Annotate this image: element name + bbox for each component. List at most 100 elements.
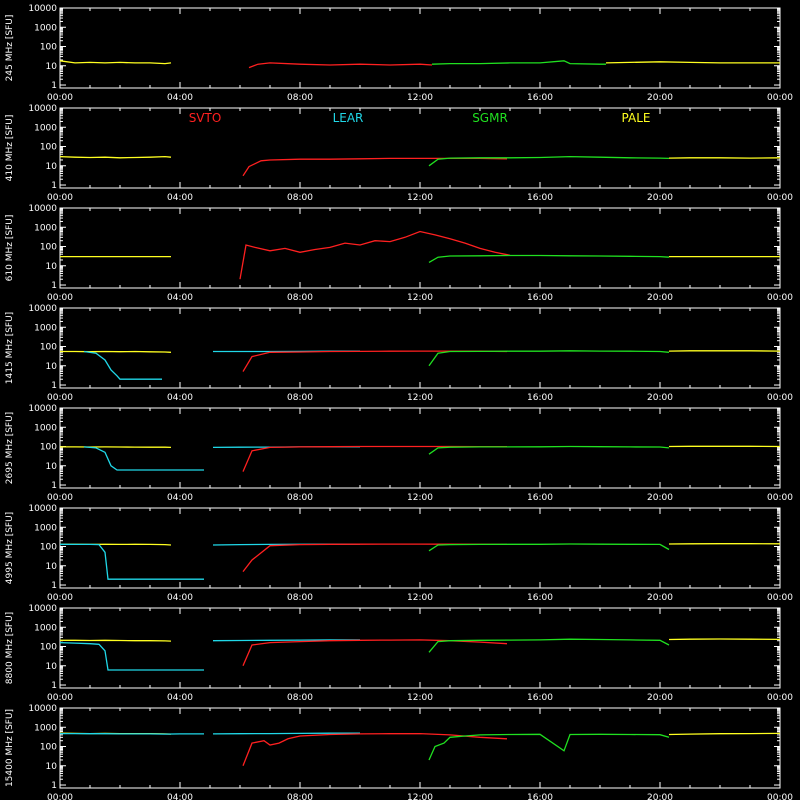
x-tick-label: 20:00 (647, 693, 673, 703)
series-line-pale (60, 446, 172, 449)
y-tick-label: 10 (46, 262, 58, 272)
y-axis-label: 610 MHz [SFU] (5, 215, 15, 282)
y-tick-label: 1 (51, 181, 57, 191)
x-tick-label: 20:00 (647, 93, 673, 103)
y-axis-label: 8800 MHz [SFU] (5, 612, 15, 684)
legend-entry-lear: LEAR (333, 111, 364, 125)
x-tick-label: 08:00 (287, 693, 313, 703)
x-tick-label: 16:00 (527, 593, 553, 603)
y-tick-label: 10 (46, 562, 58, 572)
y-axis-label: 15400 MHz [SFU] (5, 709, 15, 787)
x-tick-label: 12:00 (407, 193, 433, 203)
legend-entry-svto: SVTO (189, 111, 222, 125)
series-line-sgmr (428, 155, 670, 167)
x-tick-label: 20:00 (647, 493, 673, 503)
x-tick-label: 04:00 (167, 193, 193, 203)
series-line-sgmr (428, 254, 670, 263)
y-tick-label: 1 (51, 681, 57, 691)
x-tick-label: 20:00 (647, 593, 673, 603)
legend-entry-pale: PALE (622, 111, 651, 125)
y-tick-label: 1000 (34, 323, 57, 333)
x-tick-label: 00:00 (767, 93, 793, 103)
y-tick-label: 100 (40, 343, 57, 353)
panel-6: 1 10 100 1000 10000 00:00 04:00 08:00 12:00 16:00… (5, 504, 793, 603)
panel-2: 1 10 100 1000 10000 00:00 04:00 08:00 12:00 16:00… (5, 104, 793, 203)
x-tick-label: 00:00 (767, 693, 793, 703)
y-tick-label: 10000 (28, 704, 57, 714)
y-axis-label: 2695 MHz [SFU] (5, 412, 15, 484)
y-tick-label: 10000 (28, 104, 57, 114)
y-tick-label: 1 (51, 481, 57, 491)
y-tick-label: 1000 (34, 423, 57, 433)
series-line-lear (212, 639, 360, 642)
y-tick-label: 1000 (34, 123, 57, 133)
y-tick-label: 1000 (34, 623, 57, 633)
panel-3: 1 10 100 1000 10000 00:00 04:00 08:00 12:00 16:00… (5, 204, 793, 303)
y-tick-label: 100 (40, 743, 57, 753)
panel-4: 1 10 100 1000 10000 00:00 04:00 08:00 12:00 16:00… (5, 304, 793, 403)
series-line-sgmr (428, 733, 670, 761)
x-tick-label: 04:00 (167, 793, 193, 800)
x-tick-label: 08:00 (287, 293, 313, 303)
y-axis-label: 4995 MHz [SFU] (5, 512, 15, 584)
x-tick-label: 08:00 (287, 793, 313, 800)
series-line-pale (59, 155, 172, 159)
series-line-lear (83, 446, 204, 471)
x-tick-label: 04:00 (167, 393, 193, 403)
y-tick-label: 100 (40, 243, 57, 253)
x-tick-label: 16:00 (527, 193, 553, 203)
x-tick-label: 00:00 (47, 493, 73, 503)
y-tick-label: 10000 (28, 4, 57, 14)
x-tick-label: 12:00 (407, 693, 433, 703)
x-tick-label: 04:00 (167, 93, 193, 103)
y-tick-label: 10 (46, 662, 58, 672)
x-tick-label: 08:00 (287, 593, 313, 603)
series-line-lear (59, 543, 204, 580)
series-line-pale (605, 61, 780, 64)
x-tick-label: 12:00 (407, 93, 433, 103)
x-tick-label: 00:00 (47, 93, 73, 103)
series-line-pale (668, 638, 781, 641)
y-tick-label: 1 (51, 781, 57, 791)
y-tick-label: 1000 (34, 223, 57, 233)
x-tick-label: 16:00 (527, 493, 553, 503)
series-line-sgmr (428, 350, 670, 367)
x-tick-label: 00:00 (767, 293, 793, 303)
x-tick-label: 00:00 (47, 593, 73, 603)
y-axis-label: 245 MHz [SFU] (5, 15, 15, 82)
x-tick-label: 08:00 (287, 93, 313, 103)
y-tick-label: 1 (51, 581, 57, 591)
y-tick-label: 100 (40, 143, 57, 153)
y-tick-label: 1000 (34, 23, 57, 33)
x-tick-label: 00:00 (47, 293, 73, 303)
y-tick-label: 10 (46, 62, 58, 72)
y-tick-label: 10000 (28, 204, 57, 214)
x-tick-label: 08:00 (287, 393, 313, 403)
series-line-lear (60, 732, 204, 735)
x-tick-label: 16:00 (527, 293, 553, 303)
series-line-sgmr (428, 445, 670, 455)
y-tick-label: 10 (46, 162, 58, 172)
x-tick-label: 00:00 (767, 193, 793, 203)
x-tick-label: 00:00 (47, 393, 73, 403)
y-axis-label: 410 MHz [SFU] (5, 115, 15, 182)
y-tick-label: 10 (46, 462, 58, 472)
y-tick-label: 10000 (28, 304, 57, 314)
series-line-lear (59, 641, 204, 671)
series-line-pale (59, 60, 172, 65)
x-tick-label: 16:00 (527, 693, 553, 703)
x-tick-label: 00:00 (767, 593, 793, 603)
panel-5: 1 10 100 1000 10000 00:00 04:00 08:00 12:00 16:00… (5, 404, 793, 503)
y-axis-label: 1415 MHz [SFU] (5, 312, 15, 384)
x-tick-label: 00:00 (47, 693, 73, 703)
x-tick-label: 04:00 (167, 593, 193, 603)
x-tick-label: 12:00 (407, 393, 433, 403)
y-tick-label: 10 (46, 762, 58, 772)
x-tick-label: 20:00 (647, 293, 673, 303)
y-tick-label: 1 (51, 381, 57, 391)
series-line-lear (212, 732, 361, 735)
series-line-sgmr (431, 60, 606, 65)
x-tick-label: 16:00 (527, 793, 553, 800)
series-line-pale (60, 350, 172, 353)
